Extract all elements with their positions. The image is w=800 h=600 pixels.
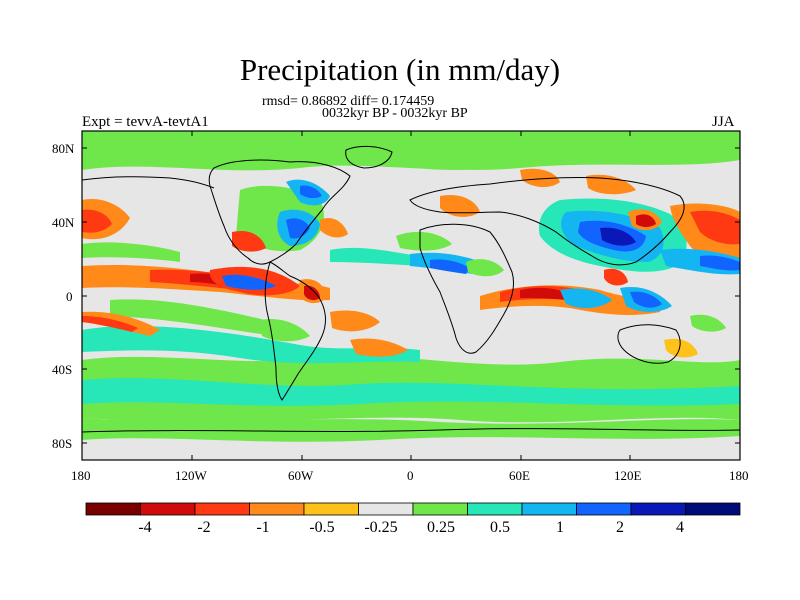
colorbar-swatch bbox=[303, 502, 359, 516]
colorbar-label: 0.5 bbox=[490, 519, 510, 536]
coastlines bbox=[82, 145, 740, 433]
colorbar-swatch bbox=[630, 502, 686, 516]
colorbar-label: -0.25 bbox=[364, 519, 398, 536]
lat-tick-label: 40N bbox=[52, 215, 75, 230]
lon-tick-label: 0 bbox=[407, 468, 414, 483]
lat-tick-label: 80N bbox=[52, 141, 75, 156]
season-label: JJA bbox=[712, 114, 735, 130]
lat-tick-label: 40S bbox=[52, 362, 73, 377]
colorbar-swatch bbox=[358, 502, 414, 516]
colorbar-swatch bbox=[412, 502, 468, 516]
colorbar-label: -4 bbox=[138, 519, 152, 536]
colorbar-swatch bbox=[576, 502, 632, 516]
lon-tick-label: 120E bbox=[614, 468, 642, 483]
lat-tick-label: 0 bbox=[66, 289, 73, 304]
colorbar bbox=[85, 502, 741, 516]
experiment-label: Expt = tevvA-tevtA1 bbox=[82, 114, 209, 130]
colorbar-label: -1 bbox=[256, 519, 270, 536]
colorbar-swatch bbox=[685, 502, 741, 516]
colorbar-label: -0.5 bbox=[309, 519, 335, 536]
colorbar-swatch bbox=[85, 502, 141, 516]
tick-marks bbox=[81, 131, 741, 460]
period-label: 0032kyr BP - 0032kyr BP bbox=[322, 106, 468, 121]
lon-tick-label: 180 bbox=[71, 468, 91, 483]
colorbar-swatch bbox=[249, 502, 305, 516]
lat-tick-label: 80S bbox=[52, 436, 73, 451]
colorbar-swatch bbox=[140, 502, 196, 516]
stats-label: rmsd= 0.86892 diff= 0.174459 bbox=[262, 94, 435, 109]
colorbar-label: 4 bbox=[676, 519, 684, 536]
colorbar-swatch bbox=[467, 502, 523, 516]
lon-tick-label: 180 bbox=[729, 468, 749, 483]
lon-tick-label: 120W bbox=[175, 468, 207, 483]
map-title: Precipitation (in mm/day) bbox=[239, 52, 561, 87]
colorbar-swatch bbox=[194, 502, 250, 516]
colorbar-label: 1 bbox=[556, 519, 564, 536]
colorbar-label: 2 bbox=[616, 519, 624, 536]
colorbar-label: 0.25 bbox=[427, 519, 455, 536]
colorbar-label: -2 bbox=[197, 519, 211, 536]
lon-tick-label: 60E bbox=[509, 468, 530, 483]
colorbar-swatch bbox=[521, 502, 577, 516]
lon-tick-label: 60W bbox=[288, 468, 314, 483]
